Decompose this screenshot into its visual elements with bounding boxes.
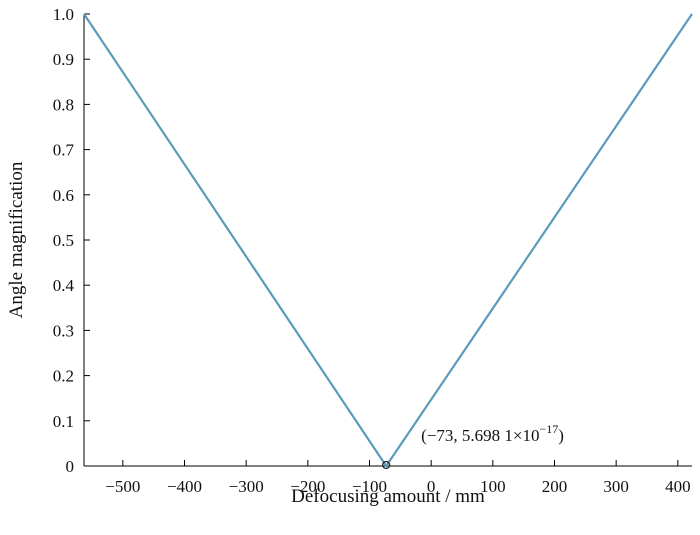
- y-tick-label: 0.3: [53, 321, 74, 340]
- x-tick-label: −400: [167, 477, 202, 496]
- y-tick-label: 1.0: [53, 5, 74, 24]
- x-tick-label: 200: [542, 477, 568, 496]
- y-tick-label: 0.1: [53, 412, 74, 431]
- x-tick-label: 100: [480, 477, 506, 496]
- plot-area: −500 −400 −300 −200 −100 0 100 200 300 400 0 0.1 0.…: [53, 5, 693, 496]
- x-tick-label: 300: [603, 477, 629, 496]
- series-line: [83, 13, 693, 468]
- y-tick-label: 0.6: [53, 186, 74, 205]
- y-tick-label: 0.7: [53, 141, 75, 160]
- annotation-suffix: ): [558, 426, 564, 445]
- y-tick-label: 0.4: [53, 276, 75, 295]
- x-axis-title: Defocusing amount / mm: [291, 486, 485, 507]
- y-tick-label: 0: [66, 457, 75, 476]
- minimum-point-marker: [382, 460, 391, 470]
- y-axis-title: Angle magnification: [6, 161, 27, 318]
- y-tick-label: 0.9: [53, 50, 74, 69]
- minimum-point-annotation: (−73, 5.698 1×10−17): [421, 422, 564, 445]
- x-tick-label: −300: [229, 477, 264, 496]
- x-tick-label: −100: [352, 477, 387, 496]
- x-tick-label: −200: [290, 477, 325, 496]
- x-tick-label: 400: [665, 477, 691, 496]
- annotation-prefix: (−73, 5.698 1×10: [421, 426, 539, 445]
- x-tick-label: 0: [427, 477, 436, 496]
- y-tick-label: 0.2: [53, 367, 74, 386]
- y-ticks: 0 0.1 0.2 0.3 0.4 0.5 0.6 0.7 0.8 0.9 1.0: [53, 5, 90, 476]
- y-tick-label: 0.8: [53, 95, 74, 114]
- x-ticks: −500 −400 −300 −200 −100 0 100 200 300 400: [105, 460, 691, 496]
- x-tick-label: −500: [105, 477, 140, 496]
- annotation-exponent: −17: [539, 422, 558, 436]
- y-tick-label: 0.5: [53, 231, 74, 250]
